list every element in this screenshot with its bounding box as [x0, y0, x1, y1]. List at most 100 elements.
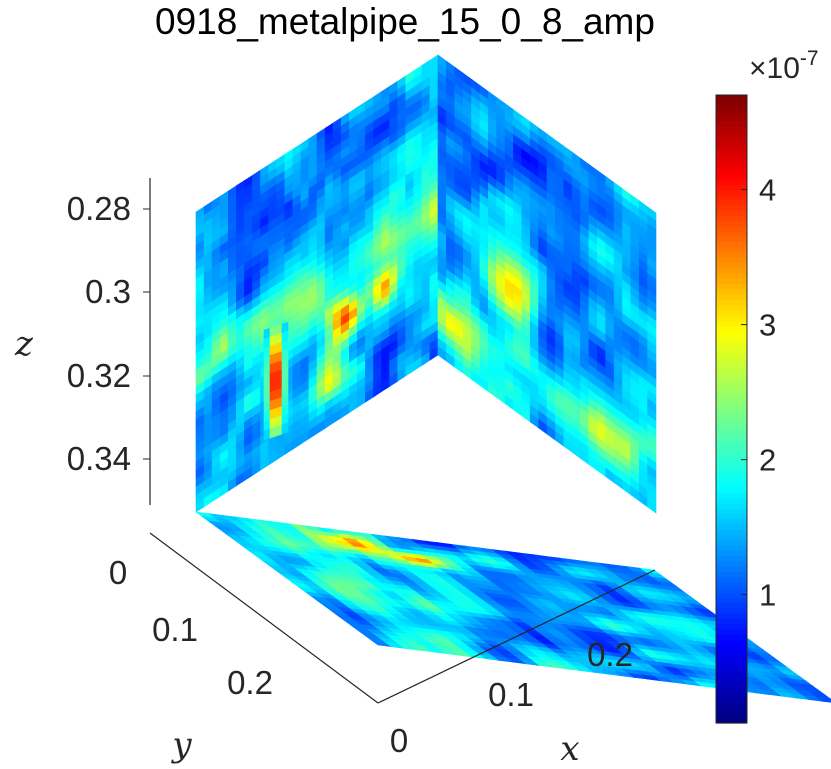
colorbar-exponent: -7 [800, 47, 819, 70]
colorbar-step [716, 262, 747, 269]
colorbar-step [716, 325, 747, 332]
colorbar-tick-label: 1 [759, 578, 776, 613]
x-axis: 0 0.1 0.2 x [377, 569, 656, 769]
colorbar-step [716, 178, 747, 185]
colorbar-step [716, 566, 747, 572]
colorbar-step [716, 634, 747, 640]
colorbar-step [716, 131, 747, 138]
colorbar-step [716, 126, 747, 133]
colorbar-step [716, 450, 747, 457]
colorbar-step [716, 592, 747, 598]
colorbar-step [716, 686, 747, 693]
colorbar-step [716, 356, 747, 363]
colorbar-step [716, 377, 747, 384]
colorbar-step [716, 283, 747, 290]
colorbar-step [716, 346, 747, 353]
colorbar-step [716, 299, 747, 305]
colorbar-step [716, 670, 747, 677]
colorbar-step [716, 560, 747, 567]
colorbar-step [716, 665, 747, 672]
colorbar-step [716, 675, 747, 682]
colorbar-step [716, 414, 747, 421]
hotspot-cell [275, 424, 283, 437]
colorbar-step [716, 225, 747, 232]
colorbar-step [716, 335, 747, 342]
colorbar-step [716, 115, 747, 122]
x-tick-label: 0.2 [587, 636, 633, 673]
colorbar-step [716, 215, 747, 222]
z-axis: 0.28 0.3 0.32 0.34 z [14, 178, 151, 505]
colorbar-step [716, 571, 747, 578]
colorbar-step [716, 461, 747, 468]
colorbar-step [716, 466, 747, 473]
colorbar-step [716, 628, 747, 635]
z-tick-label: 0.3 [85, 273, 131, 310]
colorbar-step [716, 607, 747, 614]
colorbar-step [716, 435, 747, 441]
colorbar-frame [715, 94, 748, 724]
slice-plot [195, 54, 831, 703]
colorbar-step [716, 121, 747, 127]
colorbar-tick-label: 2 [759, 443, 776, 478]
colorbar-step [716, 351, 747, 358]
colorbar-step [716, 142, 747, 148]
colorbar-step [716, 529, 747, 536]
colorbar-step [716, 393, 747, 400]
colorbar-step [716, 660, 747, 667]
colorbar-step [716, 613, 747, 619]
colorbar-step [716, 524, 747, 530]
colorbar-step [716, 272, 747, 279]
colorbar-step [716, 550, 747, 557]
colorbar-step [716, 654, 747, 661]
colorbar-step [716, 492, 747, 499]
colorbar-step [716, 210, 747, 216]
colorbar-tick-label: 3 [759, 308, 776, 343]
colorbar-step [716, 382, 747, 389]
y-tick-label: 0.2 [227, 664, 273, 701]
colorbar-step [716, 508, 747, 515]
colorbar-step [716, 398, 747, 405]
z-tick-label: 0.34 [67, 440, 131, 477]
colorbar-step [716, 340, 747, 347]
colorbar-step [716, 320, 747, 326]
colorbar-step [716, 419, 747, 426]
colorbar-step [716, 309, 747, 316]
colorbar: 1 2 3 4 ×10-7 [715, 47, 819, 724]
colorbar-step [716, 477, 747, 483]
colorbar-step [716, 314, 747, 321]
x-tick-label: 0 [390, 722, 408, 759]
colorbar-step [716, 304, 747, 311]
z-axis-label: z [14, 324, 34, 364]
colorbar-step [716, 236, 747, 243]
colorbar-step [716, 278, 747, 284]
slice-yz-left-wall [437, 54, 657, 514]
colorbar-step [716, 534, 747, 541]
colorbar-step [716, 576, 747, 583]
y-axis: 0 0.1 0.2 y [109, 532, 379, 765]
colorbar-step [716, 147, 747, 154]
colorbar-step [716, 100, 747, 107]
colorbar-step [716, 267, 747, 274]
colorbar-step [716, 293, 747, 300]
colorbar-step [716, 712, 747, 719]
colorbar-step [716, 482, 747, 489]
colorbar-step [716, 288, 747, 295]
colorbar-step [716, 503, 747, 510]
colorbar-step [716, 409, 747, 415]
colorbar-step [716, 152, 747, 159]
y-axis-line [149, 532, 379, 704]
colorbar-step [716, 194, 747, 201]
colorbar-step [716, 691, 747, 698]
y-tick-label: 0 [109, 554, 127, 591]
colorbar-step [716, 361, 747, 368]
z-tick-label: 0.32 [67, 357, 131, 394]
hotspot-cell [263, 428, 271, 441]
colorbar-step [716, 252, 747, 258]
colorbar-step [716, 372, 747, 379]
colorbar-step [716, 424, 747, 431]
colorbar-step [716, 445, 747, 452]
colorbar-step [716, 602, 747, 609]
left-wall-cell [647, 498, 657, 514]
colorbar-step [716, 388, 747, 394]
